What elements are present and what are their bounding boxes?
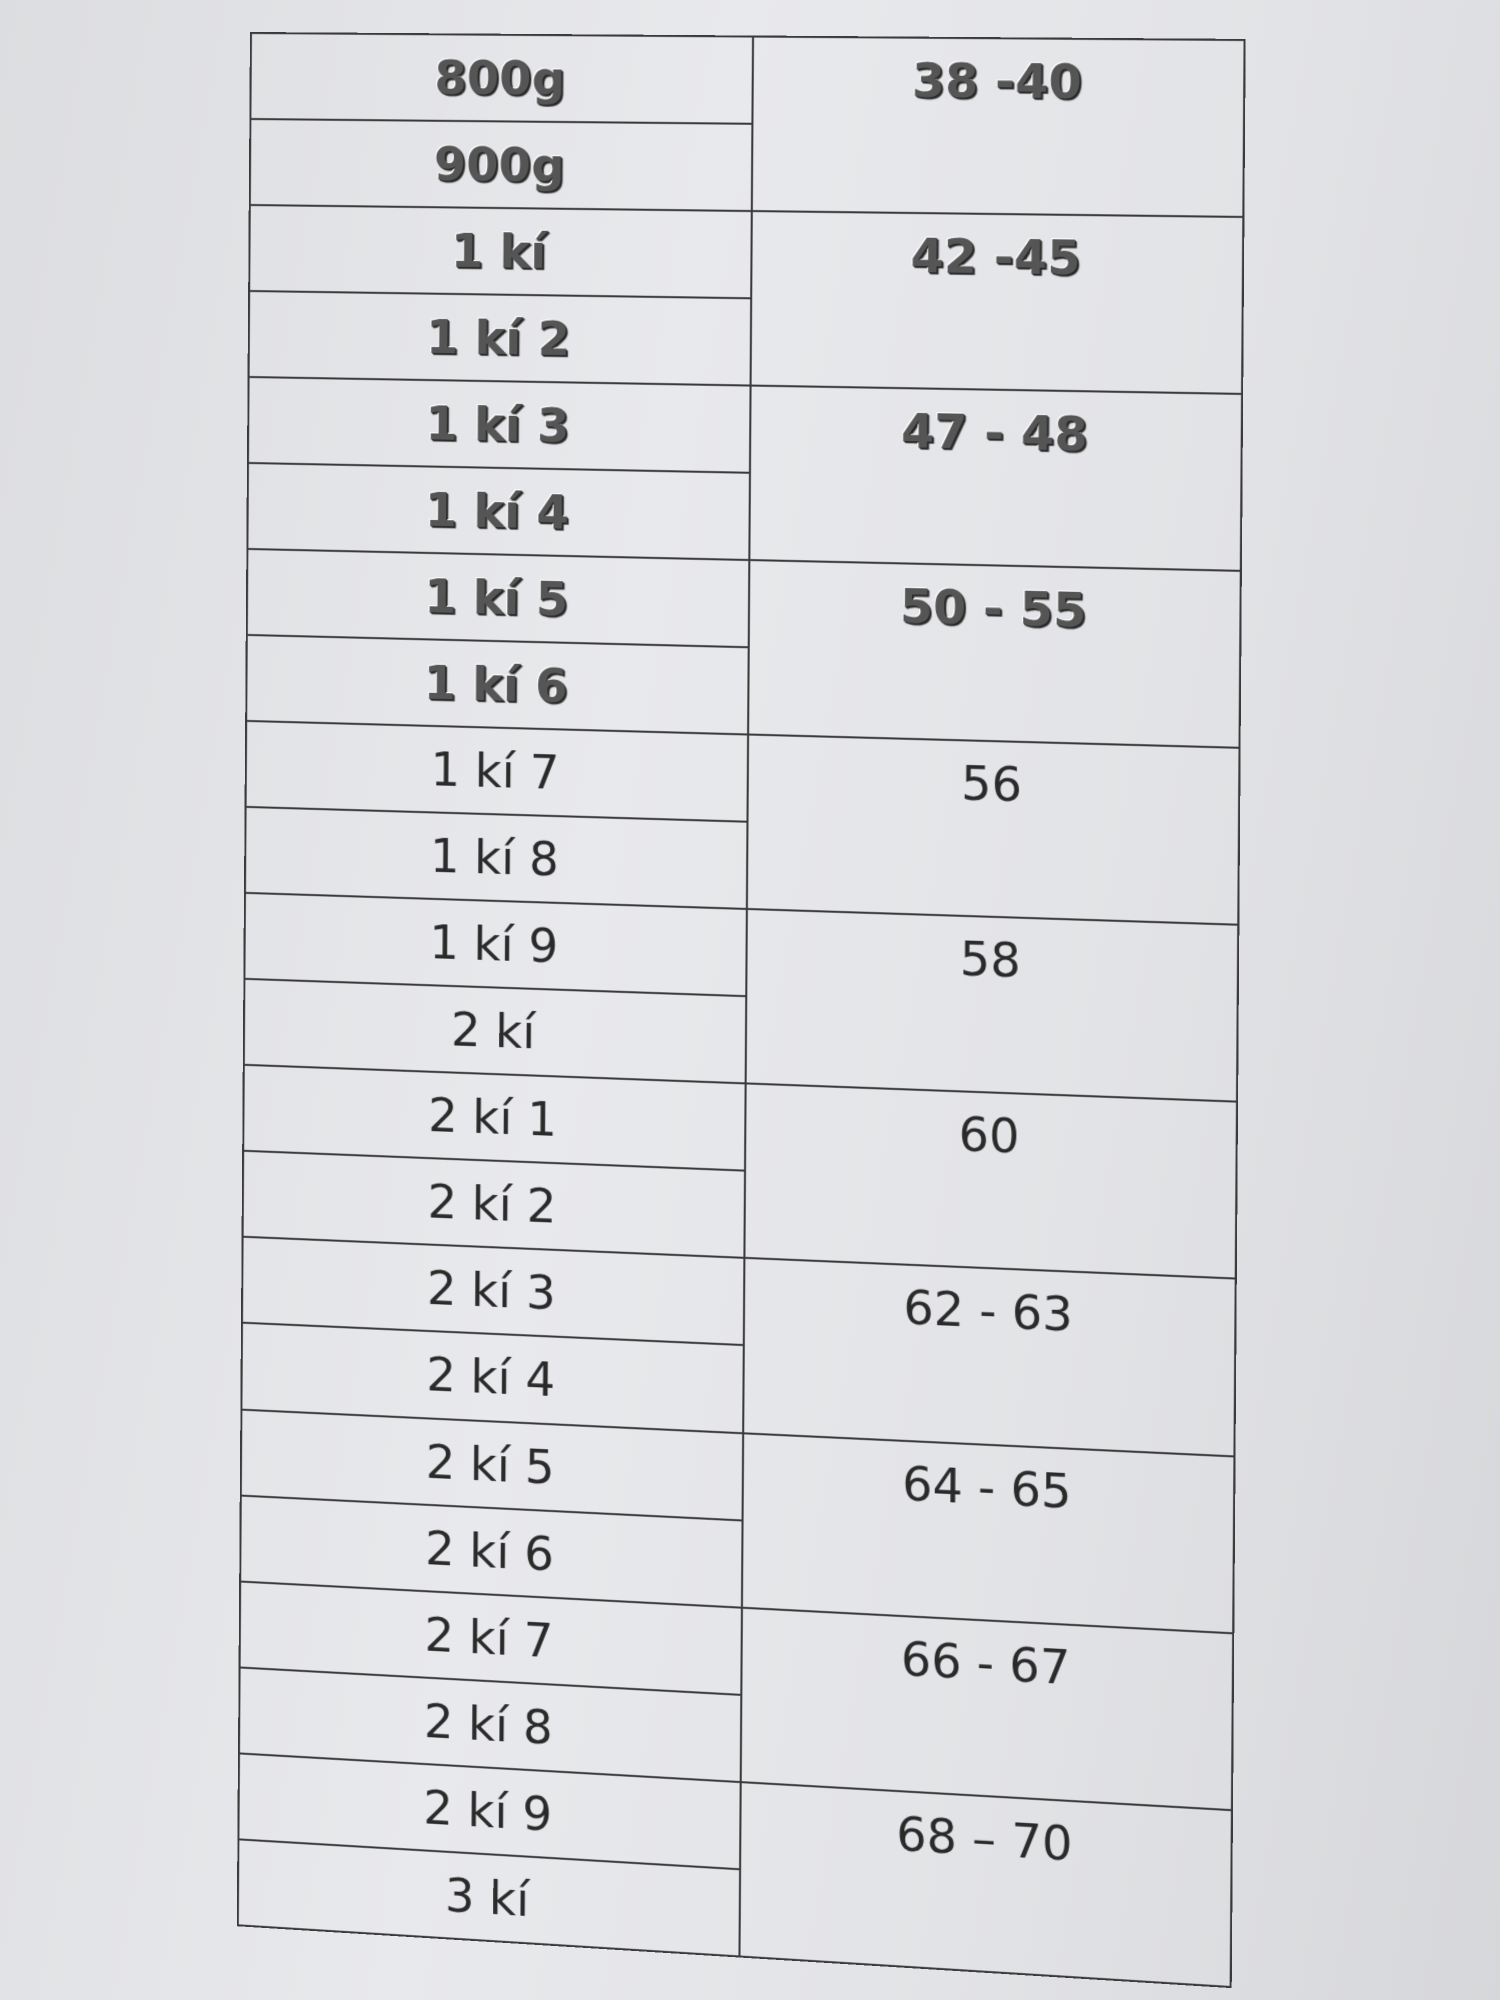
weight-cell: 1 kí 8 (244, 807, 748, 910)
size-cell: 38 -40 (751, 36, 1245, 218)
size-cell: 42 -45 (750, 211, 1244, 395)
size-cell: 60 (744, 1083, 1238, 1279)
weight-cell: 1 kí (249, 205, 752, 299)
size-cell: 66 - 67 (740, 1607, 1234, 1810)
weight-cell: 1 kí 5 (246, 549, 749, 648)
size-cell: 62 - 63 (742, 1258, 1236, 1456)
weight-cell: 1 kí 2 (248, 291, 751, 386)
size-cell: 68 – 70 (739, 1781, 1232, 1988)
size-cell: 50 - 55 (747, 560, 1241, 749)
size-cell: 47 - 48 (748, 385, 1243, 572)
table-row: 1 kí 42 -45 (249, 205, 1244, 395)
size-cell: 64 - 65 (741, 1432, 1235, 1633)
weight-cell: 1 kí 7 (245, 721, 748, 823)
size-cell: 58 (745, 909, 1239, 1103)
table-row: 800g 38 -40 (250, 33, 1245, 218)
size-cell: 56 (746, 734, 1240, 926)
weight-cell: 1 kí 3 (247, 377, 751, 473)
weight-cell: 1 kí 6 (246, 635, 749, 735)
weight-cell: 1 kí 4 (247, 463, 750, 561)
weight-cell: 900g (249, 119, 753, 212)
weight-cell: 800g (250, 33, 753, 124)
